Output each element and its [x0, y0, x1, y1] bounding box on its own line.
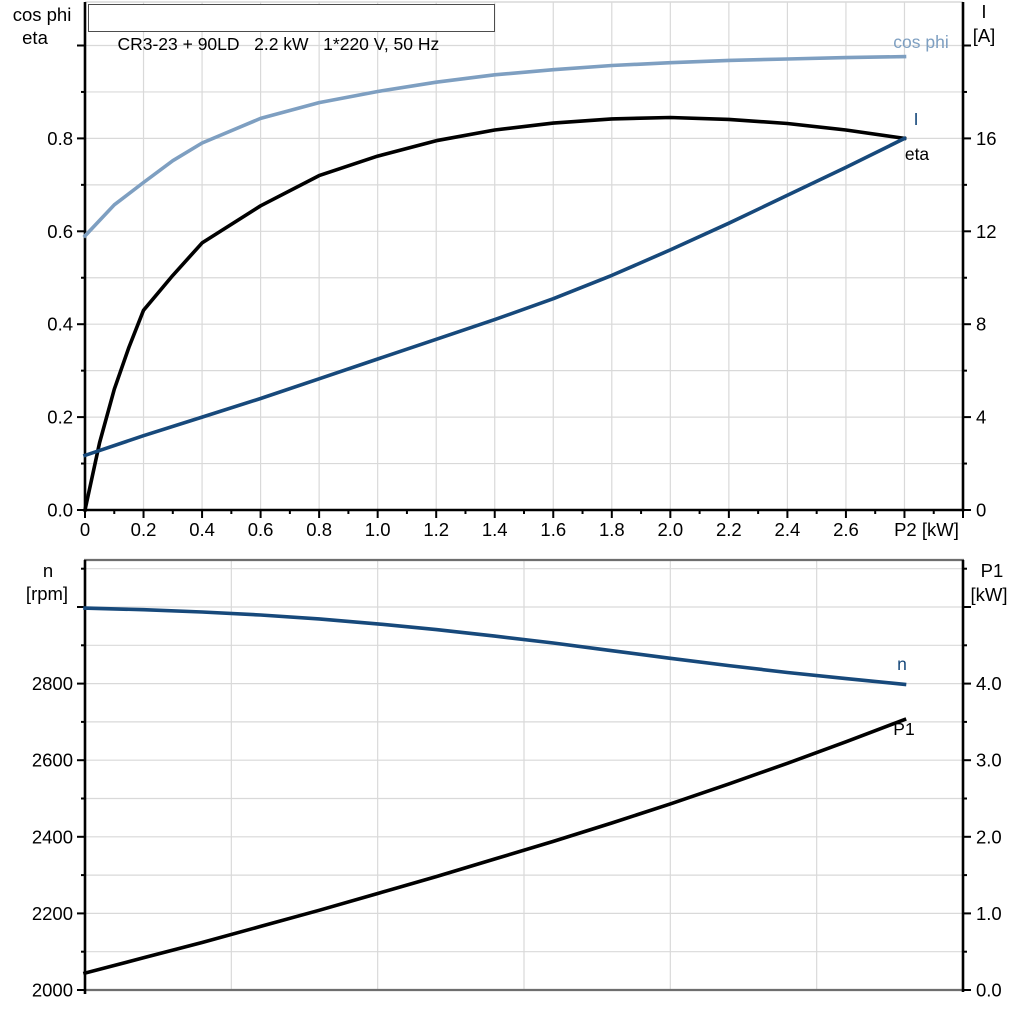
- x-tick-label: 1.0: [365, 519, 391, 540]
- top-chart-curves: [82, 54, 907, 513]
- right-tick-label: 2.0: [976, 826, 1002, 847]
- cos-phi-curve: [82, 54, 907, 239]
- x-tick-label: 1.2: [423, 519, 449, 540]
- chart-title-box: CR3-23 + 90LD 2.2 kW 1*220 V, 50 Hz: [88, 4, 495, 54]
- bottom-chart-curves: [82, 606, 907, 976]
- right-tick-label: 4: [976, 407, 986, 428]
- bottom-chart-gridlines: [85, 560, 963, 990]
- x-axis-unit-label: P2 [kW]: [894, 519, 959, 540]
- right-tick-label: 1.0: [976, 903, 1002, 924]
- right-tick-label: 16: [976, 128, 997, 149]
- left-tick-label: 2200: [32, 903, 73, 924]
- top-left-axis-label-cosphi: cos phi: [12, 4, 72, 25]
- p1-curve: [82, 717, 907, 976]
- right-tick-label: 4.0: [976, 673, 1002, 694]
- x-tick-label: 2.6: [833, 519, 859, 540]
- bottom-chart-frame: [83, 558, 965, 994]
- bottom-left-axis-label-n: n: [42, 560, 54, 581]
- left-tick-label: 0.0: [47, 500, 73, 521]
- bottom-chart-ticks: [77, 567, 971, 991]
- x-tick-label: 1.4: [482, 519, 508, 540]
- x-tick-label: 0.6: [248, 519, 274, 540]
- x-tick-label: 1.8: [599, 519, 625, 540]
- left-tick-label: 2800: [32, 673, 73, 694]
- speed-curve-label: n: [897, 654, 907, 674]
- cos-phi-curve-label: cos phi: [893, 32, 949, 52]
- eta-curve-label: eta: [904, 144, 930, 164]
- left-tick-label: 0.6: [47, 221, 73, 242]
- x-tick-label: 0: [80, 519, 90, 540]
- right-tick-label: 3.0: [976, 750, 1002, 771]
- bottom-left-axis-label-rpm: [rpm]: [25, 583, 69, 604]
- current-curve: [82, 135, 907, 458]
- chart-title: CR3-23 + 90LD 2.2 kW 1*220 V, 50 Hz: [117, 34, 440, 54]
- top-right-axis-label-amps: [A]: [972, 25, 996, 46]
- top-chart-ticks: [77, 44, 971, 518]
- p1-curve-label: P1: [893, 719, 915, 739]
- right-tick-label: 8: [976, 314, 986, 335]
- x-tick-label: 1.6: [540, 519, 566, 540]
- top-chart-tick-labels: 0.0 0.2 0.4 0.6 0.8 0 4 8 12 16 0 0.2 0.4 0.6 0.8 1.0 1.…: [47, 128, 996, 540]
- left-tick-label: 2400: [32, 826, 73, 847]
- bottom-chart-tick-labels: 2000 2200 2400 2600 2800 0.0 1.0 2.0 3.0 4.0: [32, 673, 1002, 1000]
- x-tick-label: 2.2: [716, 519, 742, 540]
- x-tick-label: 2.0: [657, 519, 683, 540]
- x-tick-label: 2.4: [775, 519, 801, 540]
- left-tick-label: 0.4: [47, 314, 73, 335]
- right-tick-label: 12: [976, 221, 997, 242]
- top-chart-axes: [83, 2, 965, 512]
- right-tick-label: 0: [976, 500, 986, 521]
- top-left-axis-label-eta: eta: [22, 27, 48, 48]
- current-curve-label: I: [913, 109, 919, 129]
- left-tick-label: 2000: [32, 980, 73, 1001]
- top-chart-gridlines: [85, 1, 963, 510]
- x-tick-label: 0.4: [189, 519, 215, 540]
- left-tick-label: 0.8: [47, 128, 73, 149]
- x-tick-label: 0.8: [306, 519, 332, 540]
- right-tick-label: 0.0: [976, 980, 1002, 1001]
- x-tick-label: 0.2: [131, 519, 157, 540]
- bottom-right-axis-label-kw: [kW]: [970, 584, 1008, 605]
- left-tick-label: 0.2: [47, 407, 73, 428]
- top-right-axis-label-i: I: [981, 1, 987, 22]
- speed-curve: [83, 606, 907, 687]
- bottom-right-axis-label-p1: P1: [980, 560, 1004, 581]
- eta-curve: [82, 115, 907, 513]
- left-tick-label: 2600: [32, 750, 73, 771]
